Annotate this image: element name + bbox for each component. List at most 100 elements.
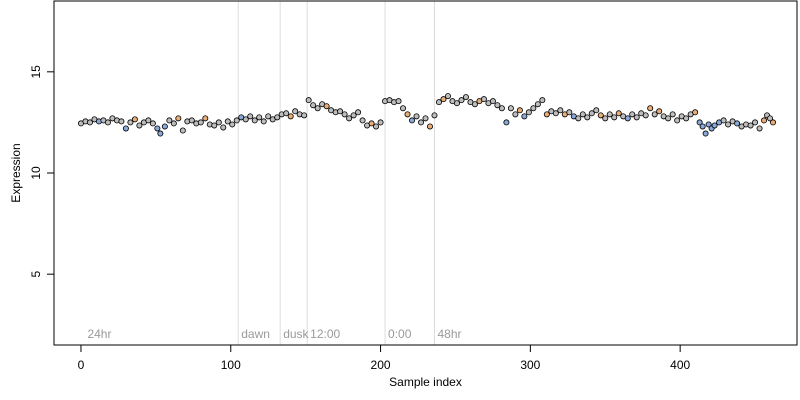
data-point <box>588 110 595 117</box>
corner-label: 24hr <box>87 327 111 341</box>
data-point <box>224 118 231 125</box>
data-point <box>260 118 267 125</box>
data-point <box>166 117 173 124</box>
data-point <box>359 117 366 124</box>
data-point <box>104 119 111 126</box>
data-point <box>584 114 591 121</box>
data-point <box>170 120 177 127</box>
data-point <box>761 117 768 124</box>
x-tick-label: 0 <box>78 358 85 372</box>
data-point <box>624 115 631 122</box>
data-point <box>179 127 186 134</box>
data-point <box>323 103 330 110</box>
data-point <box>274 114 281 121</box>
data-point <box>507 105 514 112</box>
data-point <box>373 123 380 130</box>
data-point <box>597 112 604 119</box>
marker-label: 0:00 <box>388 327 412 341</box>
data-point <box>480 96 487 103</box>
data-point <box>756 125 763 132</box>
data-point <box>440 96 447 103</box>
data-point <box>122 125 129 132</box>
data-point <box>575 115 582 122</box>
data-point <box>301 112 308 119</box>
data-point <box>444 93 451 100</box>
data-point <box>530 105 537 112</box>
data-point <box>426 123 433 130</box>
data-point <box>215 119 222 126</box>
data-point <box>615 110 622 117</box>
data-point <box>337 108 344 115</box>
marker-label: dusk <box>283 327 309 341</box>
data-point <box>400 105 407 112</box>
data-point <box>242 116 249 123</box>
data-point <box>579 111 586 118</box>
data-point <box>422 115 429 122</box>
y-tick-label: 10 <box>29 166 43 180</box>
x-tick-label: 300 <box>520 358 540 372</box>
data-point <box>696 119 703 126</box>
data-point <box>651 111 658 118</box>
data-point <box>377 119 384 126</box>
data-point <box>593 107 600 114</box>
data-point <box>283 110 290 117</box>
data-point <box>251 117 258 124</box>
data-point <box>705 121 712 128</box>
data-point <box>471 101 478 108</box>
data-point <box>611 114 618 121</box>
data-point <box>157 130 164 137</box>
data-point <box>368 120 375 127</box>
y-tick-label: 15 <box>29 65 43 79</box>
data-point <box>409 117 416 124</box>
data-point <box>699 123 706 130</box>
data-point <box>310 102 317 109</box>
data-point <box>656 108 663 115</box>
y-tick-label: 5 <box>29 271 43 278</box>
marker-label: 48hr <box>437 327 461 341</box>
data-point <box>355 109 362 116</box>
data-point <box>747 122 754 129</box>
data-point <box>211 122 218 129</box>
data-point <box>725 121 732 128</box>
data-point <box>314 105 321 112</box>
data-point <box>86 119 93 126</box>
data-point <box>413 113 420 120</box>
data-point <box>647 105 654 112</box>
data-point <box>202 115 209 122</box>
y-axis: 5 10 15 <box>29 65 55 278</box>
data-point <box>154 125 161 132</box>
data-point <box>127 119 134 126</box>
data-point <box>720 117 727 124</box>
data-point <box>552 110 559 117</box>
x-axis: 0 100 200 300 400 <box>78 344 690 372</box>
data-point <box>136 122 143 129</box>
data-point <box>161 123 168 130</box>
data-point <box>188 117 195 124</box>
data-point <box>752 119 759 126</box>
x-axis-title: Sample index <box>389 375 462 389</box>
data-point <box>669 111 676 118</box>
data-point <box>418 119 425 126</box>
data-point <box>229 121 236 128</box>
data-point <box>734 120 741 127</box>
data-point <box>602 115 609 122</box>
data-point <box>665 115 672 122</box>
data-point <box>431 112 438 119</box>
data-point <box>131 116 138 123</box>
data-point <box>256 114 263 121</box>
data-point <box>292 108 299 115</box>
data-point <box>767 115 774 122</box>
data-point <box>305 97 312 104</box>
data-point <box>606 111 613 118</box>
data-point <box>247 113 254 120</box>
data-point <box>557 107 564 114</box>
data-point <box>642 112 649 119</box>
data-point <box>118 118 125 125</box>
data-point <box>462 94 469 101</box>
data-point <box>543 111 550 118</box>
data-point <box>404 111 411 118</box>
data-point <box>494 102 501 109</box>
data-point <box>711 122 718 129</box>
marker-label: dawn <box>241 327 270 341</box>
